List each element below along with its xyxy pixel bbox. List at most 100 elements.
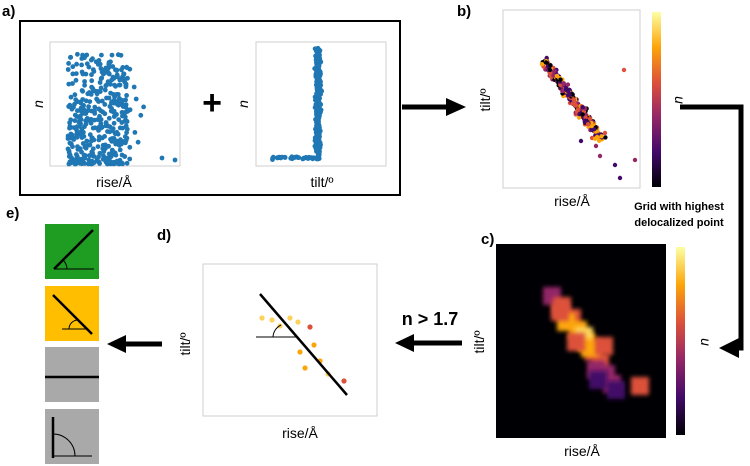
rise-point <box>115 92 121 97</box>
rise-point <box>73 77 79 83</box>
rise-point <box>82 153 88 158</box>
rise-point <box>111 120 117 126</box>
heatmap-cell <box>581 339 599 357</box>
panel-b-colorbar <box>652 12 661 187</box>
rise-point <box>116 117 122 122</box>
rise-point <box>81 129 86 135</box>
rise-point <box>108 81 113 87</box>
rise-point <box>127 156 133 162</box>
rise-point <box>81 134 87 139</box>
panel-d-plot-area <box>202 263 378 417</box>
rise-point <box>67 140 73 146</box>
panel-b-point <box>580 105 585 110</box>
tilt-point <box>315 124 321 129</box>
rise-point <box>120 65 126 70</box>
rise-point <box>89 108 94 114</box>
rise-point <box>115 52 121 58</box>
panel-b-point <box>603 135 608 140</box>
rise-point <box>82 79 87 84</box>
rise-point <box>97 113 102 119</box>
rise-point <box>86 64 92 70</box>
rise-point <box>124 160 130 166</box>
panel-b-point <box>573 103 579 108</box>
horizontal-line-icon <box>45 347 99 402</box>
tilt-point <box>315 131 321 137</box>
panel-b-point <box>587 116 593 122</box>
rise-point <box>107 124 113 130</box>
rise-point <box>109 52 115 58</box>
rise-point <box>113 152 119 158</box>
rise-point <box>94 157 100 163</box>
panel-b-point <box>612 162 618 168</box>
rise-point <box>97 89 103 94</box>
rise-point <box>77 160 83 166</box>
rise-point <box>114 68 119 73</box>
rise-point <box>110 148 115 154</box>
heatmap-cell <box>607 381 625 399</box>
tilt-point <box>315 100 321 106</box>
rise-point <box>141 104 147 110</box>
tilt-point <box>314 90 320 95</box>
rise-point <box>138 112 144 118</box>
rise-point <box>97 117 103 123</box>
heatmap-cell <box>595 337 613 355</box>
rise-point <box>89 72 94 78</box>
panel-b: b) tilt/º rise/Å u <box>457 3 688 209</box>
rise-point <box>97 161 102 166</box>
panel-b-point <box>583 118 588 123</box>
rise-point <box>72 92 78 98</box>
panel-d-point <box>302 365 308 371</box>
rise-point <box>135 139 141 145</box>
rise-point <box>70 71 76 77</box>
tilt-point <box>314 104 319 110</box>
rise-point <box>82 82 87 88</box>
rise-point <box>75 51 80 57</box>
rise-point <box>82 161 87 166</box>
panel-b-point <box>632 157 638 163</box>
rise-point <box>125 75 130 81</box>
rise-point <box>86 104 91 109</box>
panel-d-point <box>287 315 293 321</box>
panel-c-colorbar-label: u <box>698 338 714 346</box>
panel-a: a) n rise/Å + n tilt/º <box>2 3 401 196</box>
rise-point <box>70 64 76 70</box>
tilt-point <box>278 155 284 161</box>
rise-point <box>88 116 94 122</box>
rise-point <box>102 87 108 93</box>
rise-point <box>108 90 113 96</box>
rise-point <box>83 145 89 151</box>
rise-plot-ylabel: n <box>30 100 46 108</box>
panel-b-point <box>552 68 557 74</box>
grid-note-line1: Grid with highest <box>634 201 724 213</box>
tilt-histogram-plot: n tilt/º <box>235 41 387 190</box>
rise-point <box>106 95 112 101</box>
rise-point <box>112 82 117 88</box>
rise-point <box>110 64 116 69</box>
panel-d-point <box>297 349 303 355</box>
rise-point <box>102 102 108 107</box>
rise-point <box>66 61 71 66</box>
rise-point <box>89 153 95 159</box>
tilt-point <box>306 154 312 160</box>
panel-b-scatter-points <box>539 55 638 181</box>
rise-point <box>119 160 125 166</box>
rise-point <box>85 116 90 121</box>
rise-point <box>67 152 73 158</box>
rise-point <box>77 123 82 129</box>
tilt-point <box>312 46 318 52</box>
rise-point <box>68 94 74 100</box>
panel-c-ylabel: tilt/º <box>471 330 487 353</box>
rise-point <box>115 74 120 80</box>
rise-point <box>116 142 122 148</box>
rise-point <box>88 120 94 126</box>
panel-b-point <box>560 88 565 94</box>
panel-b-label: b) <box>457 3 471 20</box>
rise-point <box>65 67 71 72</box>
panel-d-ylabel: tilt/º <box>177 332 193 355</box>
rise-point <box>111 161 117 167</box>
rise-point <box>132 130 138 135</box>
panel-b-point <box>565 82 571 87</box>
rise-point <box>66 81 72 87</box>
tilt-point <box>316 107 322 113</box>
rise-point <box>120 77 126 83</box>
